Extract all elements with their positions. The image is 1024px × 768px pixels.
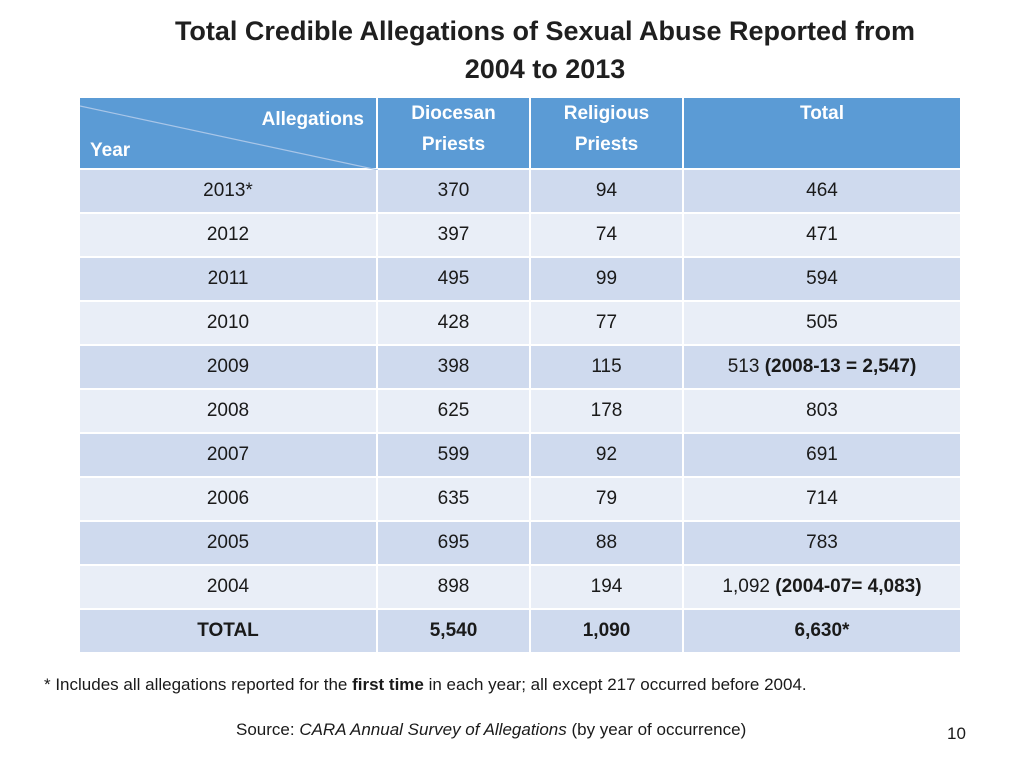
cell-religious: 94 [529,168,684,214]
cell-year: 2007 [78,432,378,478]
allegations-table: Allegations Year Diocesan Priests Religi… [78,96,962,654]
cell-total-religious: 1,090 [529,608,684,654]
header-total: Total [682,96,962,170]
title-line-1: Total Credible Allegations of Sexual Abu… [174,16,916,46]
cell-total: 513 (2008-13 = 2,547) [682,344,962,390]
cell-diocesan: 370 [376,168,531,214]
cell-diocesan: 625 [376,388,531,434]
source-citation: Source: CARA Annual Survey of Allegation… [236,720,747,739]
cell-diocesan: 495 [376,256,531,302]
cell-total: 783 [682,520,962,566]
source-title: CARA Annual Survey of Allegations [299,720,567,739]
page-number: 10 [947,724,966,743]
cumulative-note: (2008-13 = 2,547) [764,356,917,377]
header-religious: Religious Priests [529,96,684,170]
cell-year: 2009 [78,344,378,390]
cell-religious: 79 [529,476,684,522]
total-value: 513 [727,356,760,377]
header-corner-cell: Allegations Year [78,96,378,170]
cell-total: 691 [682,432,962,478]
cell-religious: 88 [529,520,684,566]
cell-diocesan: 397 [376,212,531,258]
cell-total: 1,092 (2004-07= 4,083) [682,564,962,610]
table-row: 2010 428 77 505 [78,300,962,346]
cell-religious: 194 [529,564,684,610]
cell-total: 505 [682,300,962,346]
cell-year: 2013* [78,168,378,214]
cell-year: 2004 [78,564,378,610]
cell-total: 594 [682,256,962,302]
cell-total: 464 [682,168,962,214]
cell-year: 2012 [78,212,378,258]
header-year: Year [90,140,131,161]
cell-diocesan: 695 [376,520,531,566]
table-row: 2004 898 194 1,092 (2004-07= 4,083) [78,564,962,610]
cell-year: 2011 [78,256,378,302]
table-row: 2007 599 92 691 [78,432,962,478]
footnote: * Includes all allegations reported for … [44,675,807,694]
title-line-2: 2004 to 2013 [464,54,626,84]
header-allegations: Allegations [261,109,364,130]
table-row: 2012 397 74 471 [78,212,962,258]
diagonal-divider [80,105,378,170]
cell-year: 2005 [78,520,378,566]
table-header-row: Allegations Year Diocesan Priests Religi… [78,96,962,170]
cell-religious: 115 [529,344,684,390]
cell-year: 2006 [78,476,378,522]
table-row: 2009 398 115 513 (2008-13 = 2,547) [78,344,962,390]
table-row: 2011 495 99 594 [78,256,962,302]
cell-diocesan: 398 [376,344,531,390]
cell-diocesan: 898 [376,564,531,610]
table-row: 2005 695 88 783 [78,520,962,566]
cumulative-note: (2004-07= 4,083) [775,576,922,597]
table-row: 2013* 370 94 464 [78,168,962,214]
cell-total: 714 [682,476,962,522]
cell-total-label: TOTAL [78,608,378,654]
cell-religious: 74 [529,212,684,258]
footnote-emphasis: first time [352,675,424,694]
cell-total: 803 [682,388,962,434]
cell-diocesan: 599 [376,432,531,478]
cell-diocesan: 635 [376,476,531,522]
cell-religious: 178 [529,388,684,434]
cell-diocesan: 428 [376,300,531,346]
page-title: Total Credible Allegations of Sexual Abu… [80,12,1010,88]
cell-total: 471 [682,212,962,258]
cell-year: 2010 [78,300,378,346]
cell-year: 2008 [78,388,378,434]
totals-row: TOTAL 5,540 1,090 6,630* [78,608,962,654]
cell-religious: 99 [529,256,684,302]
cell-grand-total: 6,630* [682,608,962,654]
cell-religious: 92 [529,432,684,478]
total-value: 1,092 [722,576,770,597]
header-diocesan: Diocesan Priests [376,96,531,170]
table-row: 2008 625 178 803 [78,388,962,434]
cell-total-diocesan: 5,540 [376,608,531,654]
cell-religious: 77 [529,300,684,346]
table-row: 2006 635 79 714 [78,476,962,522]
